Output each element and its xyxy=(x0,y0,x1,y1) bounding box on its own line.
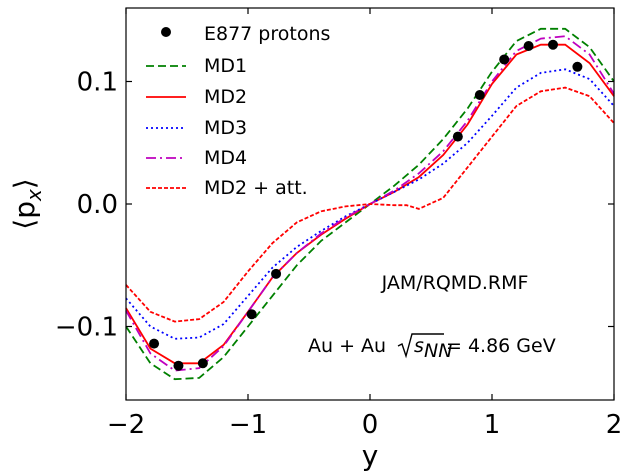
series-layer xyxy=(125,27,615,381)
legend-label-1: MD1 xyxy=(204,55,247,77)
points-layer xyxy=(149,39,583,371)
sqrt-radical-icon xyxy=(397,333,444,359)
legend: E877 protons MD1 MD2 MD3 MD4 MD2 + att. xyxy=(146,23,330,199)
series-line-3 xyxy=(125,68,615,340)
data-point xyxy=(197,358,208,369)
legend-label-4: MD4 xyxy=(204,147,247,169)
x-tick-label: −1 xyxy=(229,410,267,440)
y-tick-label: 0.0 xyxy=(77,190,118,220)
y-tick-label: −0.1 xyxy=(55,313,118,343)
legend-label-2: MD2 xyxy=(204,86,247,108)
data-point xyxy=(523,40,534,51)
plot-frame xyxy=(125,7,615,401)
data-point xyxy=(548,39,558,50)
y-axis-label: ⟨px⟩ xyxy=(8,178,46,229)
data-point xyxy=(173,360,184,371)
annotation-system-radicand: s xyxy=(414,335,424,357)
data-point xyxy=(572,61,583,72)
series-line-5 xyxy=(125,86,615,323)
y-tick-label: 0.1 xyxy=(77,68,118,98)
x-tick-label: −2 xyxy=(107,410,145,440)
legend-label-3: MD3 xyxy=(204,117,247,139)
data-point xyxy=(499,54,510,65)
ticks-layer: −2 −1 0 1 2 −0.1 0.0 0.1 xyxy=(55,8,621,440)
data-point xyxy=(271,268,282,279)
legend-label-points: E877 protons xyxy=(204,23,330,45)
x-axis-label: y xyxy=(362,439,379,472)
data-point xyxy=(246,309,257,320)
annotation-system-prefix: Au + Au xyxy=(308,335,386,357)
annotation-system-suffix: = 4.86 GeV xyxy=(446,335,556,357)
legend-marker-points xyxy=(161,27,171,37)
annotation-system: Au + Au s NN = 4.86 GeV xyxy=(308,333,556,362)
x-tick-label: 2 xyxy=(606,410,621,440)
x-tick-label: 1 xyxy=(484,410,501,440)
annotation-system-subscript: NN xyxy=(424,340,452,362)
data-point xyxy=(149,338,160,349)
data-point xyxy=(452,131,463,142)
legend-label-5: MD2 + att. xyxy=(204,177,308,199)
data-point xyxy=(474,89,485,100)
x-tick-label: 0 xyxy=(362,410,379,440)
annotation-model: JAM/RQMD.RMF xyxy=(381,272,529,294)
